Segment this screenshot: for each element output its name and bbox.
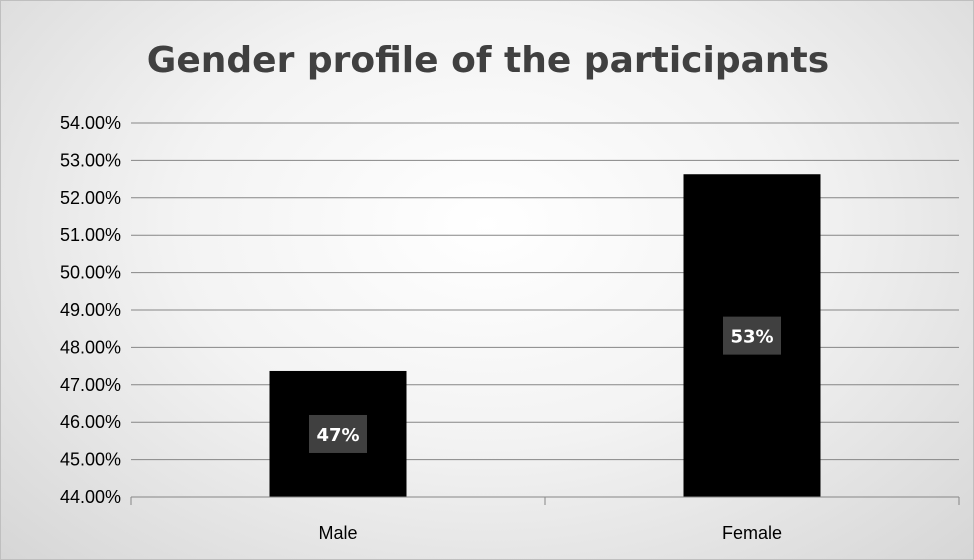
data-label: 47% bbox=[316, 425, 359, 446]
y-tick-label: 54.00% bbox=[60, 113, 121, 133]
data-label: 53% bbox=[730, 327, 773, 348]
y-tick-label: 53.00% bbox=[60, 150, 121, 170]
y-tick-label: 47.00% bbox=[60, 375, 121, 395]
data-label-box bbox=[723, 316, 781, 355]
y-tick-label: 48.00% bbox=[60, 337, 121, 357]
y-tick-label: 45.00% bbox=[60, 450, 121, 470]
y-tick-label: 52.00% bbox=[60, 188, 121, 208]
x-tick-label: Female bbox=[722, 523, 782, 543]
y-tick-label: 46.00% bbox=[60, 412, 121, 432]
chart-title: Gender profile of the participants bbox=[146, 40, 830, 81]
y-tick-label: 44.00% bbox=[60, 487, 121, 507]
data-label-box bbox=[309, 414, 367, 453]
y-tick-label: 51.00% bbox=[60, 225, 121, 245]
y-tick-label: 50.00% bbox=[60, 263, 121, 283]
y-tick-label: 49.00% bbox=[60, 300, 121, 320]
x-tick-label: Male bbox=[318, 523, 357, 543]
